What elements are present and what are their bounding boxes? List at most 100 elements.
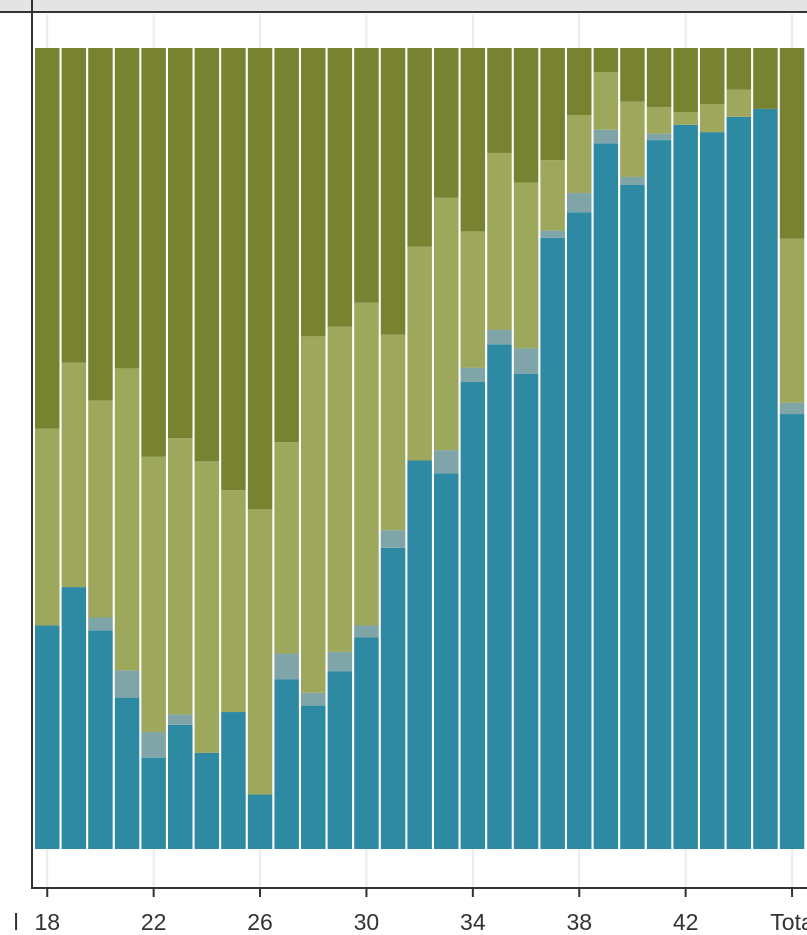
bar-segment [327, 48, 353, 327]
bar-segment [540, 48, 565, 161]
bar-segment [460, 382, 486, 849]
bar-segment [593, 143, 619, 850]
bar-segment [779, 402, 805, 415]
bar-segment [114, 48, 140, 369]
bar-segment [434, 197, 459, 451]
bar-segment [593, 48, 619, 73]
bar-segment [61, 362, 87, 588]
bar-segment [35, 625, 60, 849]
bar-segment [194, 461, 220, 753]
left-edge-label: l [13, 909, 18, 935]
bar-segment [620, 101, 645, 177]
bar-segment [35, 428, 60, 626]
bar-segment [61, 48, 87, 363]
bar-segment [700, 104, 725, 133]
bar-segment [301, 705, 326, 849]
bar-segment [221, 712, 246, 849]
top-strip-background [0, 0, 807, 12]
bar-segment [114, 368, 140, 671]
bar-segment [274, 679, 299, 849]
bar-segment [301, 692, 326, 706]
bar-segment [673, 48, 698, 113]
bar-segment [88, 400, 113, 618]
bar-segment [487, 152, 512, 330]
bar-segment [779, 238, 805, 403]
bar-segment [593, 72, 619, 130]
bar-segment [194, 48, 220, 462]
bar-segment [168, 724, 193, 849]
bar-segment [753, 108, 778, 850]
bar-segment [247, 509, 273, 795]
bar-segment [567, 115, 592, 193]
bar-segment [247, 794, 273, 849]
bar-segment [380, 530, 406, 548]
bar-segment [221, 48, 246, 491]
bar-segment [646, 140, 672, 850]
bar-segment [327, 651, 353, 672]
bar-segment [460, 231, 486, 368]
bar-segment [380, 48, 406, 335]
x-tick-label: 42 [673, 909, 699, 935]
bar-segment [407, 246, 432, 461]
x-tick-label: 18 [34, 909, 60, 935]
bar-segment [700, 48, 725, 105]
x-tick-label: 34 [460, 909, 486, 935]
bar-segment [460, 367, 486, 383]
bar-segment [513, 182, 539, 349]
bar-segment [567, 48, 592, 116]
bar-segment [168, 438, 193, 715]
bar-segment [354, 302, 379, 626]
x-tick-label: 22 [141, 909, 167, 935]
bar-segment [141, 456, 166, 733]
bar-segment [141, 48, 166, 457]
bar-segment [540, 160, 565, 231]
bar-segment [620, 184, 645, 849]
bar-segment [274, 653, 299, 680]
x-tick-label: 30 [354, 909, 380, 935]
bar-segment [487, 329, 512, 345]
bar-segment [460, 48, 486, 232]
bar-segment [301, 336, 326, 693]
bar-segment [673, 124, 698, 849]
bar-segment [221, 490, 246, 713]
bar-segment [434, 473, 459, 849]
x-tick-label: Tota [770, 909, 807, 935]
bar-segment [779, 48, 805, 239]
bar-segment [168, 714, 193, 725]
bar-segment [434, 450, 459, 474]
bar-segment [114, 670, 140, 698]
bar-segment [779, 414, 805, 849]
bar-segment [407, 460, 432, 849]
bar-segment [726, 48, 752, 90]
bar-segment [513, 374, 539, 849]
bar-segment [540, 237, 565, 849]
bar-segment [194, 752, 220, 849]
bar-segment [487, 344, 512, 849]
bar-segment [540, 230, 565, 238]
bar-segment [327, 671, 353, 849]
bar-segment [141, 732, 166, 758]
bar-segment [726, 116, 752, 850]
bar-segment [354, 637, 379, 849]
bar-segment [354, 48, 379, 303]
bar-segment [88, 630, 113, 849]
bar-segment [168, 48, 193, 439]
bar-segment [513, 48, 539, 183]
bar-segment [620, 48, 645, 102]
x-tick-label: 26 [247, 909, 273, 935]
bar-segment [593, 129, 619, 144]
x-axis-ticks: 18 22 26 30 34 38 42 Tota [34, 889, 807, 935]
bar-segment [327, 326, 353, 652]
bar-segment [114, 697, 140, 849]
bar-segment [567, 212, 592, 849]
bar-segment [88, 48, 113, 401]
bar-segment [88, 617, 113, 631]
x-tick-label: 38 [566, 909, 592, 935]
bar-segment [35, 48, 60, 429]
bar-segment [753, 48, 778, 109]
bar-segment [380, 334, 406, 531]
bar-segment [726, 89, 752, 117]
bar-segment [513, 348, 539, 375]
bar-segment [487, 48, 512, 153]
